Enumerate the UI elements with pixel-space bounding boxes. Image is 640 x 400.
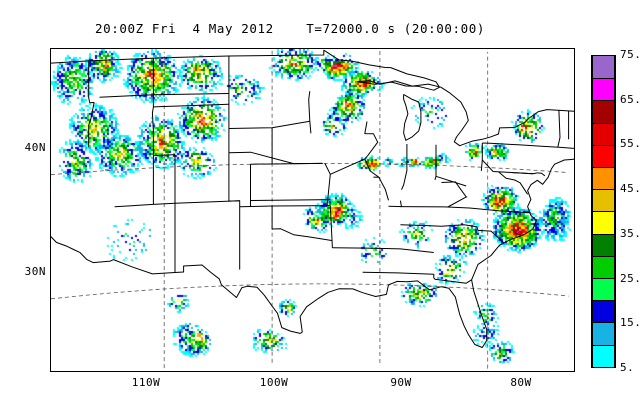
reflectivity-colorbar[interactable] (591, 55, 616, 368)
colorbar-tick-label: 55. (620, 137, 640, 151)
colorbar-band (592, 144, 615, 168)
latitude-tick-label: 40N (24, 141, 46, 154)
graticule (51, 49, 569, 369)
colorbar-tick-label: 5. (620, 361, 635, 374)
colorbar-tick-label: 25. (620, 271, 640, 285)
colorbar-band (592, 278, 615, 301)
colorbar-band (592, 122, 615, 145)
colorbar-band (592, 255, 615, 279)
longitude-tick-label: 90W (390, 376, 412, 389)
colorbar-band (592, 167, 615, 190)
colorbar-tick-label: 45. (620, 182, 640, 196)
plot-title: 20:00Z Fri 4 May 2012 T=72000.0 s (20:00… (94, 21, 486, 36)
colorbar-tick-label: 65. (620, 92, 640, 106)
colorbar-band (592, 56, 615, 79)
longitude-tick-label: 110W (131, 376, 161, 389)
longitude-tick-label: 100W (259, 376, 289, 389)
colorbar-band (592, 344, 615, 367)
colorbar-tick-label: 75. (620, 48, 640, 61)
colorbar-band (592, 100, 615, 123)
colorbar-tick-label: 15. (620, 316, 640, 330)
colorbar-band (592, 233, 615, 256)
latitude-tick-label: 30N (24, 265, 46, 278)
colorbar-band (592, 189, 615, 212)
colorbar-tick-label: 35. (620, 226, 640, 240)
colorbar-band (592, 322, 615, 345)
colorbar-band (592, 300, 615, 323)
colorbar-band (592, 78, 615, 101)
colorbar-band (592, 211, 615, 234)
map-panel[interactable] (50, 48, 575, 372)
longitude-tick-label: 80W (510, 376, 532, 389)
map-overlay-vectors (51, 49, 574, 369)
coastlines-and-borders (51, 49, 574, 348)
